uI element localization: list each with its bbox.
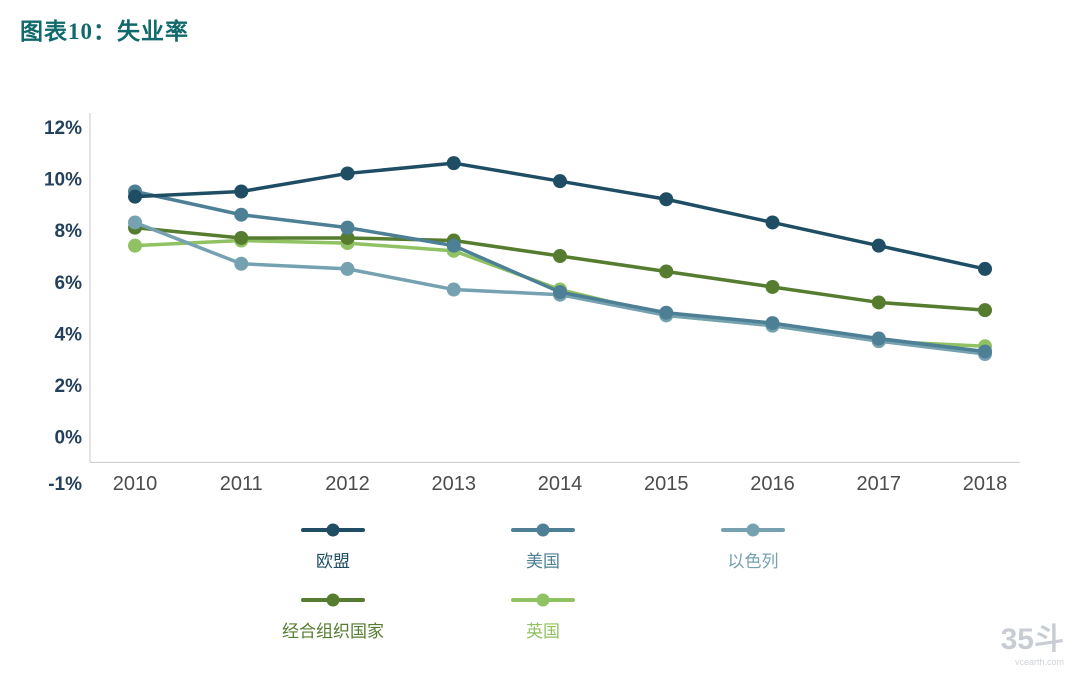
data-point	[659, 264, 674, 279]
data-point	[340, 230, 355, 245]
legend-label-usa: 美国	[526, 552, 560, 571]
data-point	[234, 230, 249, 245]
legend-dot-icon	[326, 523, 340, 537]
legend-label-israel: 以色列	[727, 552, 779, 571]
data-point	[128, 189, 142, 204]
data-point	[340, 220, 355, 235]
data-point	[234, 207, 249, 222]
legend-line-marker	[301, 523, 365, 537]
data-point	[978, 261, 992, 276]
legend-line-marker	[301, 593, 365, 607]
legend-item-israel[interactable]: 以色列	[678, 523, 828, 572]
legend-item-uk[interactable]: 英国	[468, 593, 618, 642]
x-tick-label: 2018	[963, 473, 1008, 495]
unemployment-chart-svg: 12% 10% 8% 6% 4% 2% 0% -1% 2010 2011 2012 2013 2014 2…	[44, 113, 1020, 495]
data-point	[871, 295, 886, 310]
legend-line-marker	[511, 593, 575, 607]
x-tick-label: 2017	[857, 473, 902, 495]
data-point	[871, 331, 886, 346]
legend-dot-icon	[536, 593, 550, 607]
data-point	[978, 344, 992, 359]
x-tick-label: 2013	[432, 473, 477, 495]
legend-row-1: 欧盟 美国 以色列	[258, 523, 828, 572]
data-point	[659, 192, 674, 207]
legend-label-oecd: 经合组织国家	[282, 622, 384, 641]
x-tick-label: 2016	[750, 473, 795, 495]
data-point	[765, 279, 780, 294]
x-tick-label: 2014	[538, 473, 583, 495]
y-tick-label: 12%	[44, 118, 82, 139]
legend-label-eu: 欧盟	[316, 552, 350, 571]
y-tick-label: 10%	[44, 170, 82, 191]
data-point	[234, 184, 249, 199]
legend-line-marker	[721, 523, 785, 537]
y-tick-label: 8%	[55, 221, 83, 242]
x-tick-label: 2010	[113, 473, 158, 495]
watermark-domain: vcearth.com	[1014, 657, 1064, 667]
chart-legend: 欧盟 美国 以色列 经合组织国家 英国	[258, 523, 828, 642]
data-point	[553, 174, 567, 189]
x-tick-label: 2015	[644, 473, 689, 495]
data-point	[765, 316, 780, 331]
data-point	[871, 238, 886, 253]
y-tick-label: 4%	[55, 324, 83, 345]
data-point	[446, 238, 461, 253]
legend-line-marker	[511, 523, 575, 537]
y-tick-label: 0%	[55, 428, 83, 449]
x-tick-label: 2012	[325, 473, 370, 495]
data-point	[553, 249, 567, 263]
watermark-brand: 35斗	[1000, 623, 1064, 656]
data-point	[446, 156, 461, 171]
data-point	[340, 166, 355, 181]
data-point	[446, 282, 461, 297]
legend-item-usa[interactable]: 美国	[468, 523, 618, 572]
legend-dot-icon	[326, 593, 340, 607]
data-point	[128, 238, 142, 253]
legend-item-oecd[interactable]: 经合组织国家	[258, 593, 408, 642]
legend-row-2: 经合组织国家 英国	[258, 593, 828, 642]
data-point	[978, 303, 992, 318]
page-title: 图表10：失业率	[20, 19, 189, 44]
data-point	[553, 285, 567, 300]
y-tick-label: -1%	[48, 474, 82, 495]
legend-dot-icon	[746, 523, 760, 537]
data-point	[234, 256, 249, 271]
x-tick-label: 2011	[220, 473, 263, 495]
data-point	[765, 215, 780, 230]
legend-dot-icon	[536, 523, 550, 537]
data-point	[128, 215, 142, 230]
data-point	[340, 261, 355, 276]
y-tick-label: 6%	[55, 273, 83, 294]
series-line	[134, 189, 986, 354]
watermark: 35斗 vcearth.com	[1001, 625, 1064, 667]
legend-item-eu[interactable]: 欧盟	[258, 523, 408, 572]
y-tick-label: 2%	[55, 376, 83, 397]
legend-label-uk: 英国	[526, 622, 560, 641]
data-point	[659, 305, 674, 320]
